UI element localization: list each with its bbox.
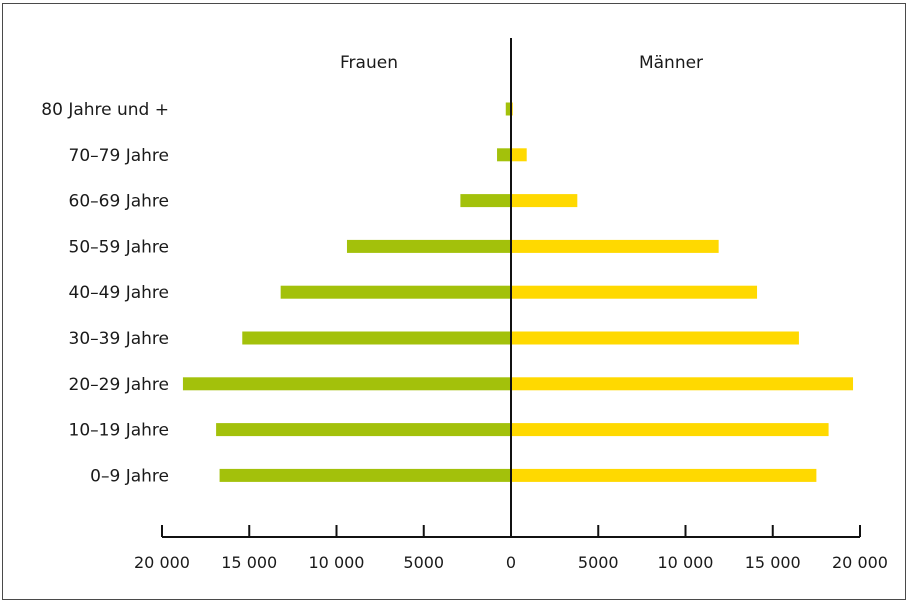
bar-right-7 [511,423,829,437]
chart-frame [2,3,906,600]
bar-left-8 [219,468,511,482]
bar-right-6 [511,377,854,391]
x-tick-label-0: 20 000 [134,553,190,572]
category-labels-group: 80 Jahre und + 70–79 Jahre 60–69 Jahre 50–5… [41,100,169,486]
category-label-3: 50–59 Jahre [69,237,169,257]
bar-right-4 [511,285,758,299]
bar-left-2 [460,194,511,208]
x-tick-label-5: 5000 [578,553,619,572]
category-label-0: 80 Jahre und + [41,100,169,120]
bar-left-4 [280,285,511,299]
category-label-1: 70–79 Jahre [69,146,169,166]
left-header: Frauen [340,53,398,73]
category-label-5: 30–39 Jahre [69,329,169,349]
category-label-8: 0–9 Jahre [90,466,169,486]
bar-right-5 [511,331,799,345]
bar-right-3 [511,239,719,253]
bar-left-3 [346,239,511,253]
x-tick-label-1: 15 000 [221,553,277,572]
category-label-6: 20–29 Jahre [69,375,169,395]
right-header: Männer [639,53,703,73]
category-label-4: 40–49 Jahre [69,283,169,303]
category-label-2: 60–69 Jahre [69,192,169,212]
category-label-7: 10–19 Jahre [69,421,169,441]
x-tick-label-3: 5000 [403,553,444,572]
x-axis: 20 000 15 000 10 000 5000 0 5000 10 000 15 000 2… [134,525,888,572]
x-tick-label-8: 20 000 [832,553,888,572]
bar-left-5 [242,331,511,345]
bar-left-1 [497,148,511,162]
x-tick-label-7: 15 000 [745,553,801,572]
bar-right-2 [511,194,578,208]
bar-left-0 [505,102,511,116]
x-tick-label-4: 0 [506,553,516,572]
bar-right-1 [511,148,527,162]
x-tick-label-6: 10 000 [658,553,714,572]
bar-left-7 [216,423,511,437]
bar-right-8 [511,468,817,482]
x-tick-label-2: 10 000 [309,553,365,572]
bars-group [182,38,854,537]
bar-left-6 [182,377,511,391]
